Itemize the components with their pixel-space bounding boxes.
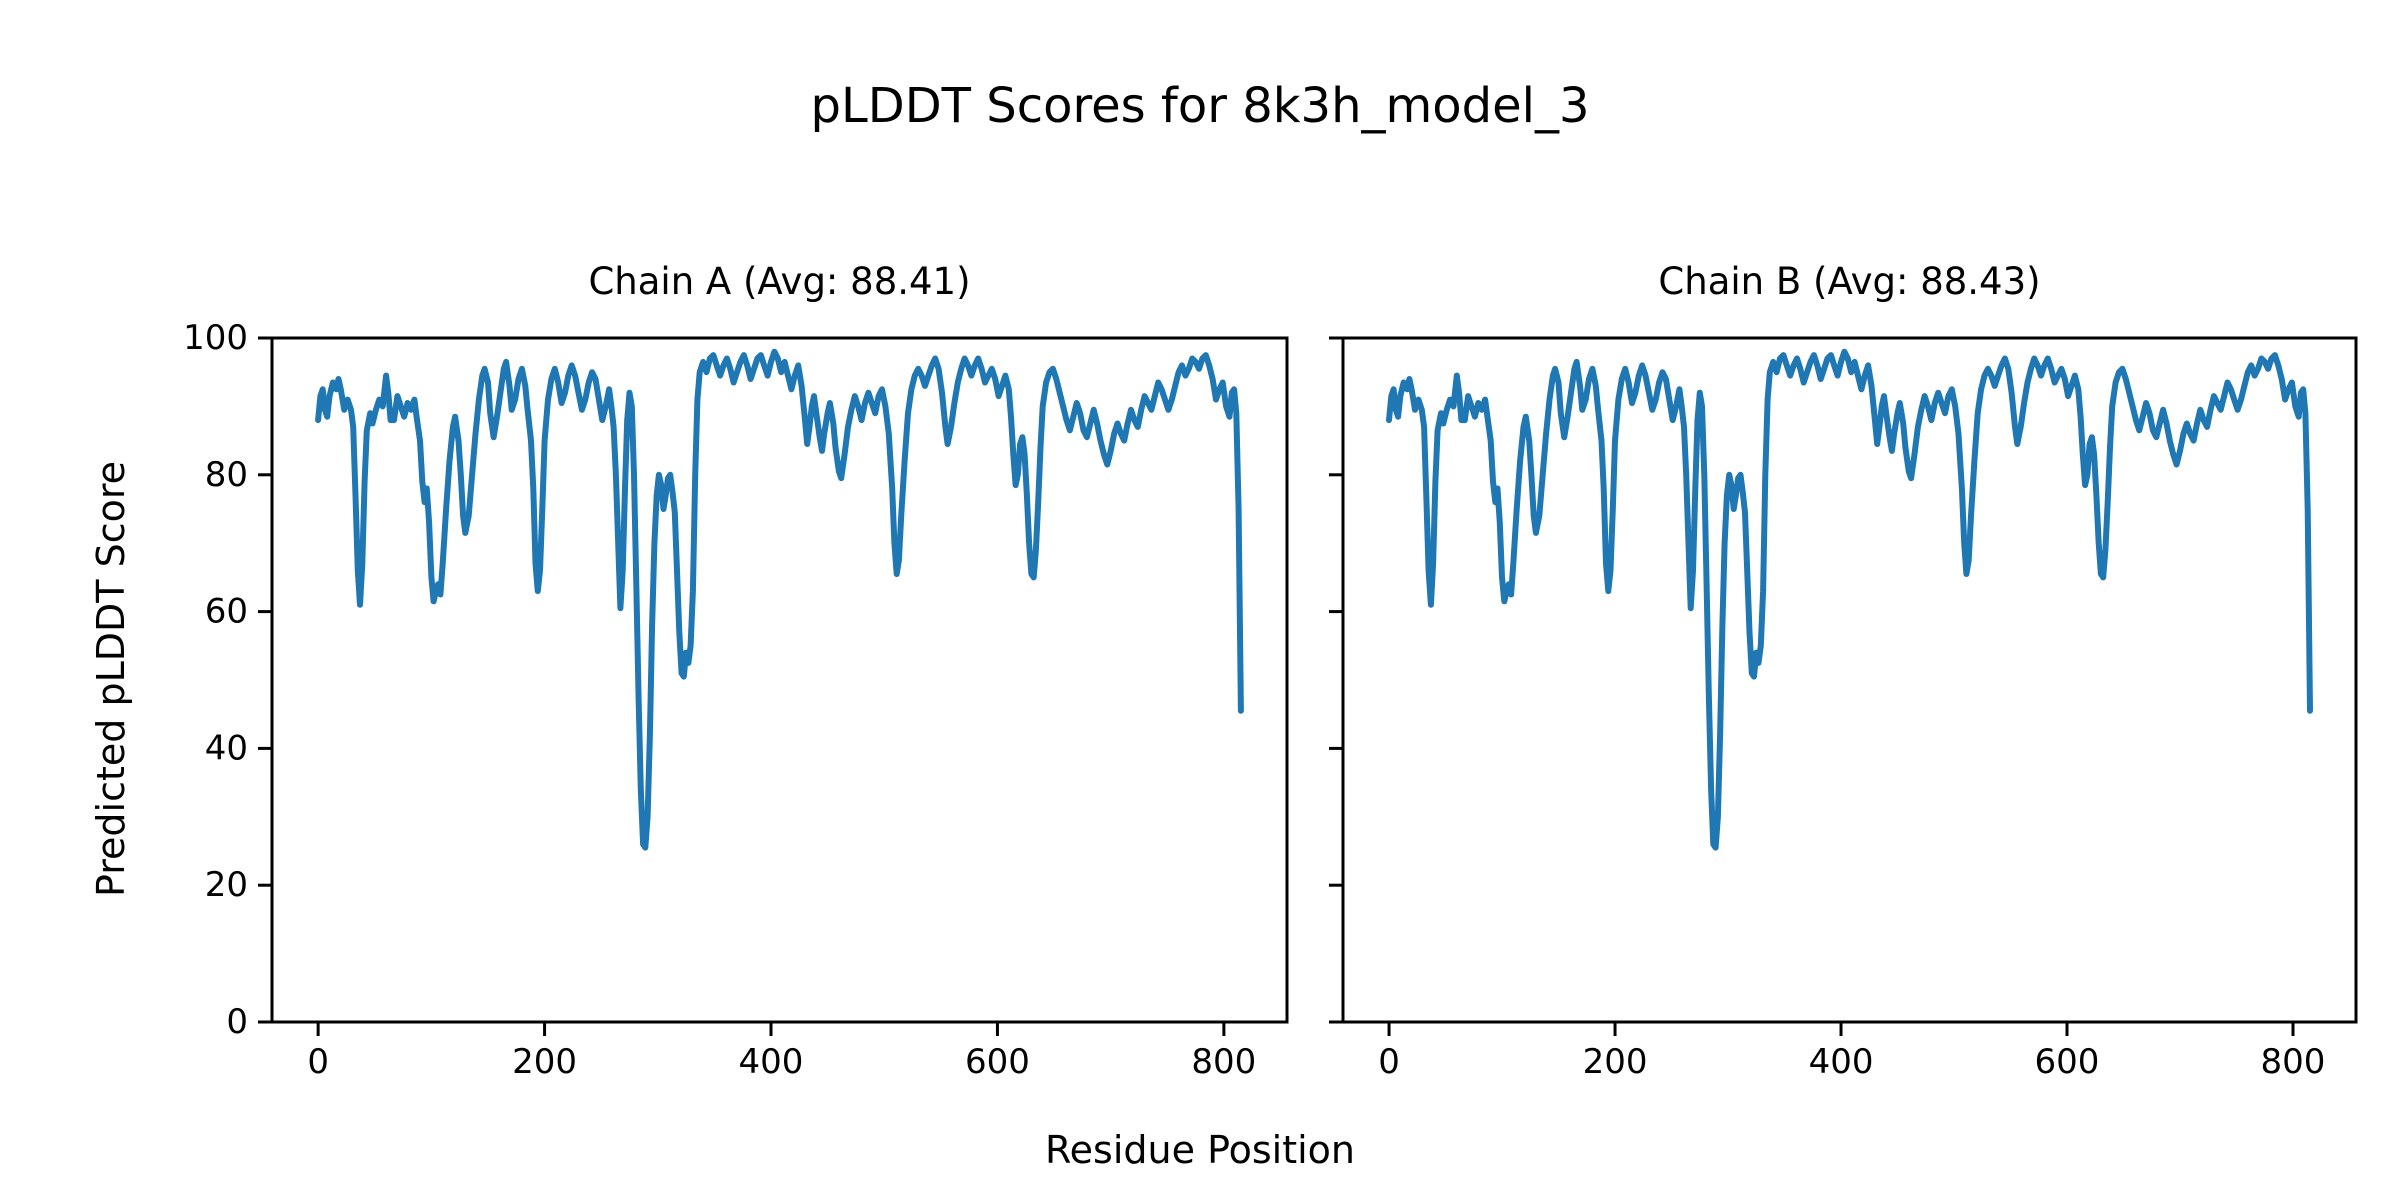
x-tick-label: 0 (1378, 1042, 1400, 1082)
plddt-line (1386, 348, 2313, 851)
y-tick-label: 40 (205, 728, 248, 768)
axes-frame (1341, 336, 2358, 1024)
chain-b-plot: 0 200 400 600 800 (1329, 336, 2358, 1082)
x-tick-label: 800 (1191, 1042, 1256, 1082)
x-tick-label: 0 (307, 1042, 329, 1082)
chain-a-plot: 0 200 400 600 800 0 20 40 60 80 100 (183, 318, 1289, 1082)
chain-a-subplot-title: Chain A (Avg: 88.41) (588, 260, 971, 303)
x-tick-label: 200 (512, 1042, 577, 1082)
y-tick-label: 20 (205, 865, 248, 905)
y-tick-label: 0 (226, 1002, 248, 1042)
y-tick-label: 60 (205, 592, 248, 632)
x-axis-label: Residue Position (1044, 1128, 1356, 1172)
axes-frame (270, 336, 1289, 1024)
chain-b-subplot-title: Chain B (Avg: 88.43) (1658, 260, 2041, 303)
x-tick-label: 600 (2035, 1042, 2100, 1082)
x-tick-label: 800 (2261, 1042, 2326, 1082)
x-tick-label: 400 (1809, 1042, 1874, 1082)
x-tick-label: 600 (965, 1042, 1030, 1082)
y-tick-label: 100 (183, 318, 248, 358)
plddt-line (315, 348, 1244, 851)
y-tick-label: 80 (205, 455, 248, 495)
x-tick-label: 200 (1583, 1042, 1648, 1082)
figure-title: pLDDT Scores for 8k3h_model_3 (810, 78, 1590, 134)
x-tick-label: 400 (739, 1042, 804, 1082)
y-axis-label: Predicted pLDDT Score (89, 461, 133, 897)
